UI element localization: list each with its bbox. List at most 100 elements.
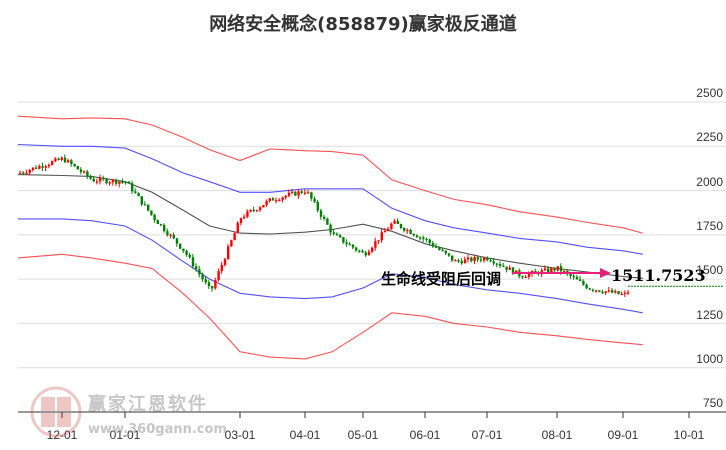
- candle-body: [483, 257, 486, 261]
- candle-body: [195, 266, 198, 270]
- candle-body: [143, 204, 147, 206]
- x-tick-label: 12-01: [46, 428, 78, 442]
- candle-body: [188, 254, 191, 258]
- candle-body: [604, 291, 607, 293]
- candle-body: [403, 228, 406, 231]
- candle-body: [243, 216, 246, 219]
- candle-body: [617, 291, 620, 295]
- candle-body: [211, 286, 214, 289]
- candle-body: [319, 210, 323, 217]
- candle-body: [291, 191, 294, 193]
- candle-body: [543, 268, 547, 271]
- candle-body: [428, 239, 431, 244]
- candle-body: [31, 167, 35, 170]
- candle-body: [355, 247, 358, 251]
- candle-body: [387, 228, 390, 232]
- candle-body: [172, 234, 175, 239]
- candle-body: [198, 269, 201, 275]
- candle-body: [463, 259, 467, 264]
- candle-body: [508, 267, 511, 270]
- candle-body: [444, 250, 447, 254]
- candle-body: [601, 291, 604, 294]
- candle-body: [73, 164, 76, 167]
- candle-body: [166, 231, 169, 236]
- candle-body: [92, 178, 95, 182]
- candle-body: [255, 210, 259, 212]
- candle-body: [470, 257, 473, 262]
- candle-body: [380, 232, 383, 241]
- candle-body: [105, 179, 108, 184]
- candle-body: [230, 240, 233, 247]
- candle-body: [60, 157, 63, 160]
- candle-body: [467, 257, 470, 260]
- candle-body: [83, 171, 86, 173]
- watermark-brand: 赢家江恩软件: [88, 394, 208, 415]
- candle-body: [159, 224, 163, 226]
- candle-body: [447, 253, 451, 256]
- candle-body: [310, 192, 313, 199]
- candle-body: [115, 179, 118, 184]
- candle-body: [588, 288, 591, 290]
- candle-body: [63, 157, 67, 163]
- candle-body: [275, 200, 278, 202]
- candle-body: [572, 276, 575, 278]
- candle-body: [326, 218, 329, 225]
- candle-body: [95, 181, 99, 183]
- candle-body: [348, 244, 351, 246]
- arrow-head-icon: [600, 268, 611, 278]
- candle-body: [265, 201, 268, 206]
- candle-body: [79, 169, 83, 173]
- candle-body: [121, 181, 124, 183]
- inner-lower-band-line: [18, 218, 643, 314]
- candle-body: [239, 218, 243, 224]
- candle-body: [102, 177, 105, 180]
- candle-body: [505, 266, 508, 270]
- candle-body: [614, 291, 617, 293]
- candle-body: [371, 247, 374, 252]
- candle-body: [361, 250, 364, 253]
- candle-body: [99, 177, 102, 182]
- candle-body: [393, 220, 396, 224]
- candle-body: [332, 232, 335, 234]
- candle-body: [41, 166, 44, 168]
- candle-body: [329, 224, 332, 233]
- y-tick-label: 2000: [696, 175, 723, 189]
- candle-body: [595, 290, 598, 292]
- chart-title: 网络安全概念(858879)赢家极反通道: [209, 14, 517, 35]
- outer-lower-band-line: [17, 253, 643, 360]
- candle-body: [28, 169, 31, 173]
- x-tick-label: 08-01: [541, 428, 573, 442]
- candle-body: [406, 229, 409, 232]
- candle-body: [191, 257, 195, 267]
- candle-body: [438, 247, 441, 250]
- y-tick-label: 1500: [696, 263, 723, 277]
- candle-body: [108, 182, 111, 184]
- candle-body: [118, 181, 121, 184]
- candle-body: [262, 205, 265, 208]
- watermark-logo: [30, 386, 82, 438]
- candle-body: [345, 242, 348, 245]
- candle-body: [236, 223, 239, 234]
- y-tick-label: 1750: [696, 219, 723, 233]
- candle-body: [451, 255, 454, 261]
- candle-body: [22, 172, 25, 174]
- candle-body: [582, 280, 585, 285]
- candle-body: [51, 161, 54, 165]
- candle-body: [35, 167, 38, 169]
- candle-body: [556, 266, 559, 271]
- candle-body: [220, 264, 223, 272]
- candle-body: [351, 244, 355, 248]
- candle-body: [278, 199, 281, 202]
- candle-body: [390, 223, 393, 229]
- candle-body: [377, 240, 380, 242]
- candle-body: [527, 273, 531, 277]
- candle-body: [233, 233, 236, 241]
- candle-body: [495, 263, 499, 265]
- candle-body: [492, 261, 495, 264]
- x-tick-label: 09-01: [607, 428, 639, 442]
- candle-body: [409, 229, 412, 234]
- x-tick-label: 06-01: [409, 428, 441, 442]
- candle-body: [585, 284, 588, 289]
- candle-body: [339, 235, 342, 238]
